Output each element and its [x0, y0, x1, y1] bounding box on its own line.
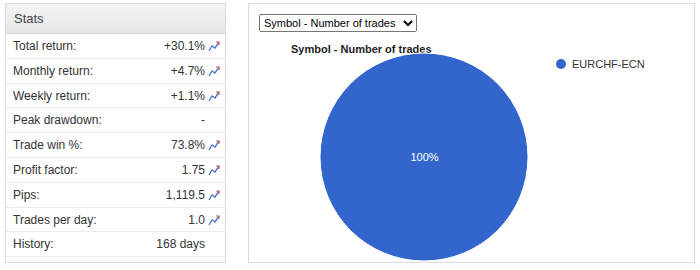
html-text:Stats: Stats	[14, 11, 44, 26]
html-text:Weekly return:: Weekly return:	[13, 88, 91, 103]
html-text:+1.1%: +1.1%	[170, 88, 205, 103]
html-text:1.0: 1.0	[188, 212, 205, 227]
html-text:1,119.5: 1,119.5	[165, 187, 205, 202]
html-text:168 days: 168 days	[156, 237, 205, 252]
html-text:1.75: 1.75	[181, 163, 205, 177]
html-text:Total return:: Total return:	[13, 39, 77, 53]
html-text:Profit factor:: Profit factor:	[13, 163, 78, 177]
html-text:EURCHF-ECN: EURCHF-ECN	[572, 58, 645, 70]
html-text:Symbol - Number of trades: Symbol - Number of trades	[291, 43, 432, 55]
html-text:Trades per day:: Trades per day:	[13, 212, 97, 227]
html-text:Monthly return:: Monthly return:	[13, 63, 93, 78]
html-text:+4.7%: +4.7%	[170, 63, 205, 78]
html-text:73.8%: 73.8%	[171, 138, 205, 153]
html-text:History:: History:	[13, 237, 54, 252]
html-text:+30.1%: +30.1%	[164, 39, 205, 53]
html-text:Pips:: Pips:	[13, 187, 40, 202]
html-text:Trade win %:: Trade win %:	[13, 138, 83, 153]
svg-text:100%: 100%	[410, 151, 438, 163]
html-text:Peak drawdown:: Peak drawdown:	[13, 113, 102, 128]
